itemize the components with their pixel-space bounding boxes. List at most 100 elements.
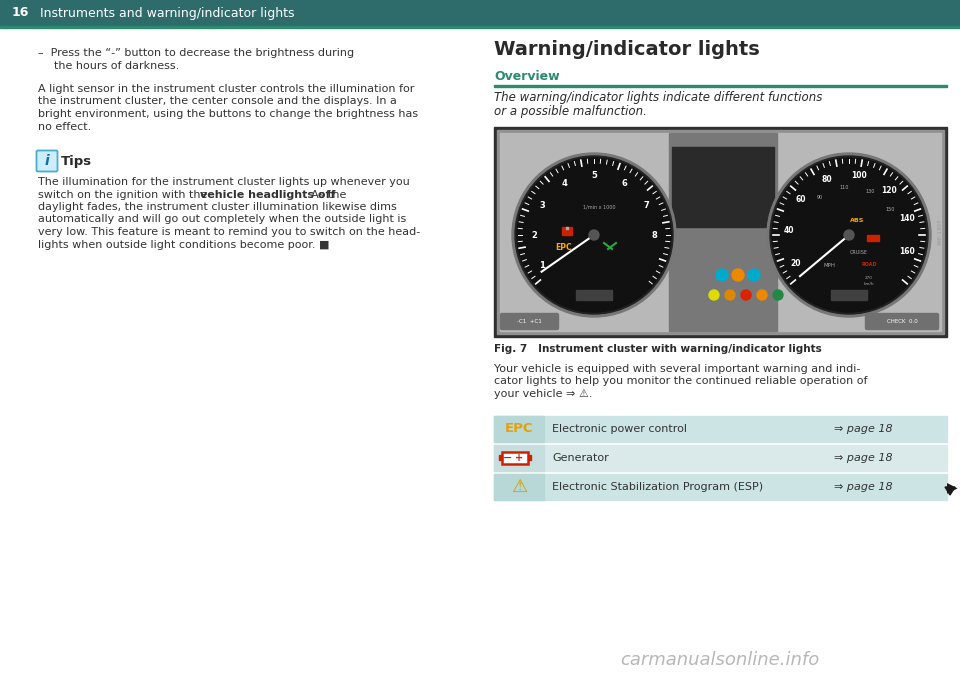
Text: switch on the ignition with the: switch on the ignition with the [38,190,211,199]
Bar [499,455,502,460]
Circle shape [773,290,783,300]
Text: ⚠: ⚠ [511,478,527,496]
Text: The warning/indicator lights indicate different functions: The warning/indicator lights indicate di… [494,91,823,104]
Text: your vehicle ⇒ ⚠.: your vehicle ⇒ ⚠. [494,389,592,399]
Bar [494,416,947,442]
Text: ▶: ▶ [947,480,957,494]
Text: ⇒ page 18: ⇒ page 18 [834,482,893,492]
Text: 90: 90 [816,194,823,200]
Bar [669,133,777,331]
Text: Electronic Stabilization Program (ESP): Electronic Stabilization Program (ESP) [552,482,763,492]
Circle shape [515,156,673,314]
Bar [494,474,947,500]
Text: 80: 80 [821,175,831,184]
Text: ROAD: ROAD [861,262,876,267]
Bar [0,26,960,28]
Circle shape [770,156,928,314]
Text: Electronic power control: Electronic power control [552,424,687,434]
Text: 2: 2 [531,231,537,239]
Bar [494,416,544,442]
Circle shape [709,290,719,300]
Text: MPH: MPH [823,263,835,268]
Text: EPC: EPC [505,422,533,435]
Text: +: + [515,453,523,463]
Circle shape [517,158,671,312]
Text: 4: 4 [561,179,567,188]
Text: Your vehicle is equipped with several important warning and indi-: Your vehicle is equipped with several im… [494,364,860,374]
Text: 6: 6 [621,179,627,188]
Text: or a possible malfunction.: or a possible malfunction. [494,105,647,118]
Text: Fig. 7   Instrument cluster with warning/indicator lights: Fig. 7 Instrument cluster with warning/i… [494,344,822,354]
Text: very low. This feature is meant to remind you to switch on the head-: very low. This feature is meant to remin… [38,227,420,237]
Bar [0,0,960,26]
Text: km/h: km/h [864,282,875,286]
Bar [576,290,612,300]
Bar [831,290,867,300]
Text: daylight fades, the instrument cluster illumination likewise dims: daylight fades, the instrument cluster i… [38,202,396,212]
Text: ABS: ABS [850,218,864,222]
Text: 140: 140 [899,214,915,223]
Text: . As the: . As the [304,190,347,199]
Text: 8: 8 [651,231,657,239]
Text: 150: 150 [885,207,895,212]
Text: cator lights to help you monitor the continued reliable operation of: cator lights to help you monitor the con… [494,377,868,386]
Circle shape [772,158,926,312]
Text: -C1  +C1: -C1 +C1 [516,319,541,324]
Text: 84E-1307: 84E-1307 [938,219,943,245]
Text: –  Press the “-” button to decrease the brightness during: – Press the “-” button to decrease the b… [38,48,354,58]
Bar [494,445,947,471]
Circle shape [844,230,854,240]
Bar [497,130,944,334]
Bar [494,445,544,471]
Circle shape [757,290,767,300]
Text: no effect.: no effect. [38,122,91,131]
Text: A light sensor in the instrument cluster controls the illumination for: A light sensor in the instrument cluster… [38,84,415,94]
Text: 270: 270 [865,276,873,280]
Bar [867,235,879,241]
Text: 7: 7 [643,201,649,209]
Text: 5: 5 [591,171,597,180]
Text: i: i [44,154,49,168]
Text: ⇒ page 18: ⇒ page 18 [834,424,893,434]
Text: 40: 40 [784,226,794,235]
Circle shape [732,269,744,281]
Text: 100: 100 [852,171,867,180]
Text: 60: 60 [795,195,805,204]
Bar [562,227,572,235]
Text: 130: 130 [865,189,875,194]
Text: 120: 120 [881,186,897,195]
Text: CRUISE: CRUISE [850,250,868,256]
Text: the instrument cluster, the center console and the displays. In a: the instrument cluster, the center conso… [38,97,396,107]
Text: ⇒ page 18: ⇒ page 18 [834,453,893,463]
Circle shape [748,269,760,281]
Circle shape [741,290,751,300]
Bar [502,452,528,464]
Text: Instruments and warning/indicator lights: Instruments and warning/indicator lights [40,7,295,20]
Text: Generator: Generator [552,453,609,463]
Circle shape [589,230,599,240]
Text: 1: 1 [540,260,545,269]
Text: The illumination for the instrument cluster lights up whenever you: The illumination for the instrument clus… [38,177,410,187]
FancyBboxPatch shape [36,150,58,171]
FancyArrow shape [945,487,955,495]
Bar [672,147,774,227]
Bar [500,133,941,331]
Text: carmanualsonline.info: carmanualsonline.info [620,651,820,669]
Text: 160: 160 [899,247,915,256]
Bar [494,85,947,86]
Text: 110: 110 [839,185,849,190]
Text: Warning/indicator lights: Warning/indicator lights [494,40,759,59]
Circle shape [767,153,931,317]
Bar [494,127,947,337]
Bar [566,227,568,229]
Text: 20: 20 [791,258,802,268]
Bar [494,474,544,500]
Circle shape [725,290,735,300]
Bar [528,455,531,460]
Text: the hours of darkness.: the hours of darkness. [54,61,180,71]
Text: automatically and will go out completely when the outside light is: automatically and will go out completely… [38,214,406,224]
Text: CHECK  0.0: CHECK 0.0 [887,319,918,324]
Text: lights when outside light conditions become poor. ■: lights when outside light conditions bec… [38,239,329,250]
Text: bright environment, using the buttons to change the brightness has: bright environment, using the buttons to… [38,109,419,119]
Text: EPC: EPC [556,243,572,252]
